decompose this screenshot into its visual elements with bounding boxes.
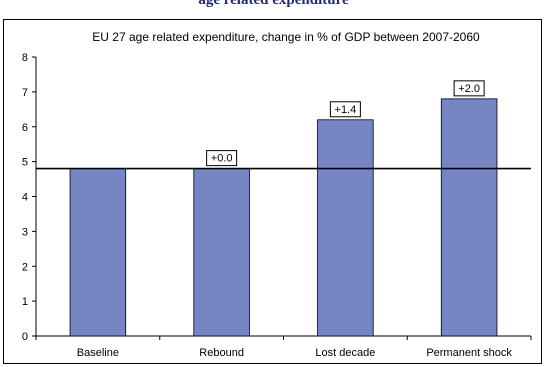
bar-lost-decade [317,119,374,337]
bar-rebound [193,168,250,337]
data-label: +2.0 [458,83,480,95]
x-category-label: Baseline [77,347,119,359]
y-tick-label: 0 [22,331,28,343]
chart-data-labels: +0.0 +1.4 +2.0 [206,80,485,167]
chart-title: EU 27 age related expenditure, change in… [92,30,480,44]
chart-bars [69,98,498,337]
y-tick-label: 3 [22,226,28,238]
x-category-label: Rebound [199,347,244,359]
y-tick-label: 2 [22,261,28,273]
y-tick-label: 4 [22,192,28,204]
data-label-box [206,150,238,167]
bar-permanent-shock [440,98,498,337]
x-category-label: Lost decade [315,347,375,359]
bar-baseline [69,168,127,337]
y-tick-label: 5 [22,157,28,169]
data-label-box [453,80,485,97]
y-tick-label: 7 [22,87,28,99]
data-label: +1.4 [335,104,357,116]
x-category-label: Permanent shock [426,347,512,359]
data-label-box [329,101,361,118]
y-tick-label: 6 [22,122,28,134]
y-tick-label: 1 [22,296,28,308]
chart-category-labels: Baseline Rebound Lost decade Permanent shoc… [77,347,513,359]
y-tick-label: 8 [22,52,28,64]
data-label: +0.0 [211,153,233,165]
page-heading: age related expenditure [198,0,349,8]
